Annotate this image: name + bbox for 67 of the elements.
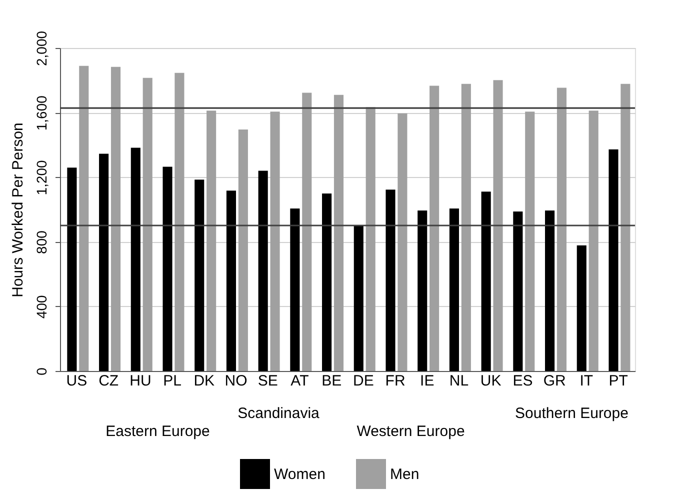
bar [174,72,184,371]
bar [418,210,428,371]
x-tick-label: UK [480,372,502,390]
x-tick-label: DK [194,372,215,390]
bar [290,208,300,371]
bar [576,245,586,371]
legend-label: Men [390,466,420,483]
x-tick-label: CZ [98,372,119,390]
bar [366,107,376,371]
bar [334,94,344,371]
text: Scandinavia [238,405,320,422]
bar [142,78,152,371]
bar [545,210,555,371]
bar [588,110,598,371]
bar [110,66,121,371]
x-tick-label: IT [580,372,594,390]
x-tick-label: HU [130,372,152,390]
bar [608,149,618,371]
bar [270,112,280,371]
bar [461,84,471,371]
text: Southern Europe [515,405,628,422]
bar [206,110,216,371]
x-tick-label: GR [543,372,566,390]
y-axis-title: Hours Worked Per Person [10,122,26,298]
x-tick-label: US [66,372,88,390]
x-tick-label: IE [420,372,434,390]
bar [620,84,630,371]
bar [302,92,312,371]
bar [238,130,248,371]
y-tick-label: 1,600 [34,95,50,131]
x-tick-label: NO [224,372,248,390]
bar [354,225,364,371]
bar [449,208,459,371]
bar [162,166,172,371]
bar [67,168,77,371]
y-tick-label: 400 [34,295,50,319]
bar [194,180,204,371]
legend-label: Women [274,466,326,483]
y-tick-label: 800 [34,230,50,254]
bar [430,86,440,371]
bar [481,192,491,371]
bar [258,170,268,371]
bar [556,88,567,371]
bar [226,190,236,371]
x-tick-label: DE [353,372,374,390]
x-tick-label: PT [608,372,628,390]
bar [398,113,408,371]
bar [130,148,140,371]
bar [386,190,396,371]
bar [493,80,503,371]
x-tick-label: FR [385,372,406,390]
bar [525,112,535,371]
x-tick-label: AT [290,372,309,390]
x-tick-label: BE [322,372,342,390]
x-tick-label: ES [512,372,533,390]
x-tick-label: NL [449,372,469,390]
bar [513,211,523,371]
x-tick-label: SE [258,372,278,390]
y-tick-label: 0 [34,367,50,376]
bar [99,154,109,371]
y-tick-label: 2,000 [34,30,50,66]
text: Western Europe [356,423,465,440]
bar [79,66,89,371]
x-tick-label: PL [163,372,182,390]
text: Eastern Europe [106,423,210,440]
y-tick-label: 1,200 [34,160,50,196]
bar [322,194,332,371]
